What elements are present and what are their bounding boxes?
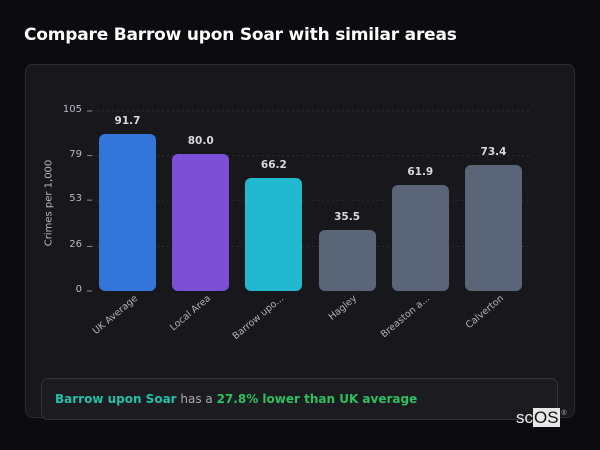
bar-breaston-a[interactable]: [391, 184, 449, 291]
registered-mark: ®: [561, 410, 567, 417]
bar-barrow-upo[interactable]: [245, 177, 303, 291]
summary-comparison: 27.8% lower than UK average: [216, 392, 418, 406]
page-title: Compare Barrow upon Soar with similar ar…: [24, 25, 457, 45]
comparison-summary: Barrow upon Soar has a 27.8% lower than …: [41, 378, 558, 420]
logo-boxed-text: OS: [533, 408, 560, 427]
summary-area-name: Barrow upon Soar: [55, 392, 177, 406]
logo-text: sc: [516, 408, 533, 427]
bar-uk-average[interactable]: [99, 133, 156, 291]
summary-connector: has a: [176, 392, 217, 406]
bar-local-area[interactable]: [172, 153, 230, 291]
bar-calverton[interactable]: [465, 165, 522, 291]
bar-hagley[interactable]: [318, 230, 376, 291]
watermark-logo: scOS ®: [516, 408, 567, 428]
